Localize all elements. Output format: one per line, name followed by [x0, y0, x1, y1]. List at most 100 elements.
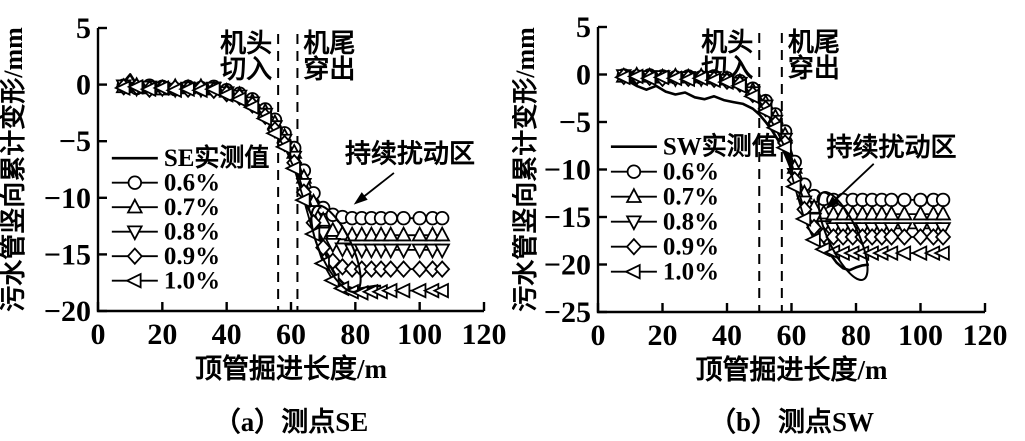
legend-marker: [127, 175, 143, 190]
y-tick-label: −20: [544, 249, 591, 282]
y-tick-label: −15: [44, 238, 91, 271]
series-marker: [935, 192, 951, 208]
marker-triangle-up: [925, 204, 942, 221]
y-tick-label: 5: [576, 11, 591, 44]
x-tick-label: 100: [898, 319, 943, 352]
marker-diamond: [815, 226, 832, 244]
marker-triangle-down: [363, 243, 380, 260]
marker-triangle-up: [934, 204, 952, 221]
marker-triangle-down: [411, 243, 428, 260]
x-tick-label: 20: [648, 319, 678, 352]
y-tick-label: −25: [544, 296, 591, 329]
marker-diamond: [411, 260, 428, 279]
x-tick-label: 60: [276, 318, 306, 351]
marker-triangle-left: [294, 192, 311, 209]
series-marker: [383, 210, 398, 226]
marker-triangle-down: [353, 243, 371, 260]
x-tick-label: 60: [777, 319, 807, 352]
x-axis-title: 顶管掘进长度/m: [696, 354, 889, 385]
marker-triangle-left: [804, 231, 821, 248]
y-tick-label: −5: [59, 125, 91, 158]
legend-label: 0.9%: [164, 243, 220, 270]
marker-triangle-left: [775, 139, 792, 156]
disturbance-zone-ellipse: [817, 191, 869, 281]
caption-panel-a: （a）测点SE: [213, 407, 369, 437]
marker-triangle-left: [765, 119, 783, 136]
marker-triangle-down: [424, 243, 441, 260]
series-marker: [396, 210, 411, 226]
marker-triangle-left: [624, 263, 641, 280]
annotation-arrow-line: [830, 163, 875, 205]
marker-triangle-up: [625, 187, 643, 203]
y-axis-title: 污水管竖向累计变形/mm: [512, 27, 540, 312]
marker-triangle-up: [395, 225, 412, 242]
marker-triangle-left: [784, 178, 802, 195]
legend-label: SE实测值: [164, 143, 270, 172]
marker-triangle-down: [372, 243, 390, 260]
x-tick-label: 0: [591, 319, 606, 352]
legend-label: 0.6%: [164, 170, 220, 197]
series-marker: [897, 192, 912, 208]
disturbance-zone-ellipse: [310, 204, 362, 293]
marker-triangle-up: [433, 225, 451, 242]
vline-label: 穿出: [788, 53, 840, 83]
legend-label: 0.7%: [663, 184, 719, 211]
marker-triangle-left: [755, 103, 773, 120]
marker-diamond: [434, 260, 451, 279]
marker-triangle-left: [152, 79, 170, 97]
vline-label: 穿出: [303, 54, 355, 84]
vline-label: 机头: [220, 29, 272, 58]
chart-panel-sw: 机头切入机尾穿出持续扰动区SW实测值0.6%0.7%0.8%0.9%1.0%50…: [512, 11, 1008, 385]
marker-triangle-up: [372, 225, 390, 242]
marker-diamond: [896, 228, 913, 246]
marker-triangle-left: [242, 99, 260, 116]
marker-triangle-left: [933, 245, 950, 262]
series-marker: [884, 192, 899, 208]
y-tick-label: 0: [576, 59, 591, 92]
marker-triangle-up: [883, 204, 900, 221]
marker-triangle-left: [894, 245, 912, 262]
marker-triangle-down: [395, 243, 412, 260]
x-tick-label: 80: [340, 318, 370, 351]
marker-triangle-left: [691, 70, 708, 87]
marker-triangle-left: [717, 74, 734, 91]
marker-triangle-left: [432, 282, 449, 299]
marker-triangle-down: [382, 243, 400, 260]
marker-diamond: [334, 257, 351, 276]
marker-diamond: [912, 228, 929, 246]
marker-diamond: [382, 260, 399, 279]
marker-diamond: [883, 228, 900, 246]
x-tick-label: 100: [397, 318, 442, 351]
series-marker: [434, 210, 450, 226]
marker-triangle-left: [742, 88, 760, 105]
marker-triangle-left: [274, 138, 292, 155]
y-tick-label: −20: [44, 295, 91, 328]
series-line-SW实测值: [622, 75, 870, 272]
marker-diamond: [395, 260, 412, 279]
marker-triangle-left: [730, 77, 747, 94]
x-tick-label: 120: [462, 318, 507, 351]
x-tick-label: 120: [963, 319, 1008, 352]
marker-triangle-left: [393, 282, 411, 299]
y-tick-label: 5: [76, 12, 91, 45]
legend-label: 0.8%: [663, 209, 719, 236]
y-tick-label: −10: [544, 154, 591, 187]
marker-triangle-up: [873, 204, 891, 221]
marker-triangle-up: [126, 197, 144, 214]
marker-triangle-up: [912, 204, 929, 221]
marker-triangle-left: [229, 91, 247, 108]
annotation-arrow-head: [825, 196, 839, 210]
marker-triangle-down: [433, 243, 451, 260]
marker-triangle-up: [825, 204, 842, 221]
vline-label: 机尾: [303, 29, 355, 58]
marker-diamond: [126, 247, 143, 266]
marker-triangle-left: [255, 110, 272, 127]
legend-label: 0.7%: [164, 194, 220, 221]
marker-triangle-up: [411, 225, 428, 242]
marker-triangle-up: [863, 204, 881, 221]
marker-diamond: [934, 228, 952, 246]
legend-label: 0.6%: [663, 159, 719, 186]
marker-triangle-up: [854, 204, 871, 221]
vline-label: 切入: [220, 55, 272, 84]
vline-label: 机头: [701, 28, 753, 57]
